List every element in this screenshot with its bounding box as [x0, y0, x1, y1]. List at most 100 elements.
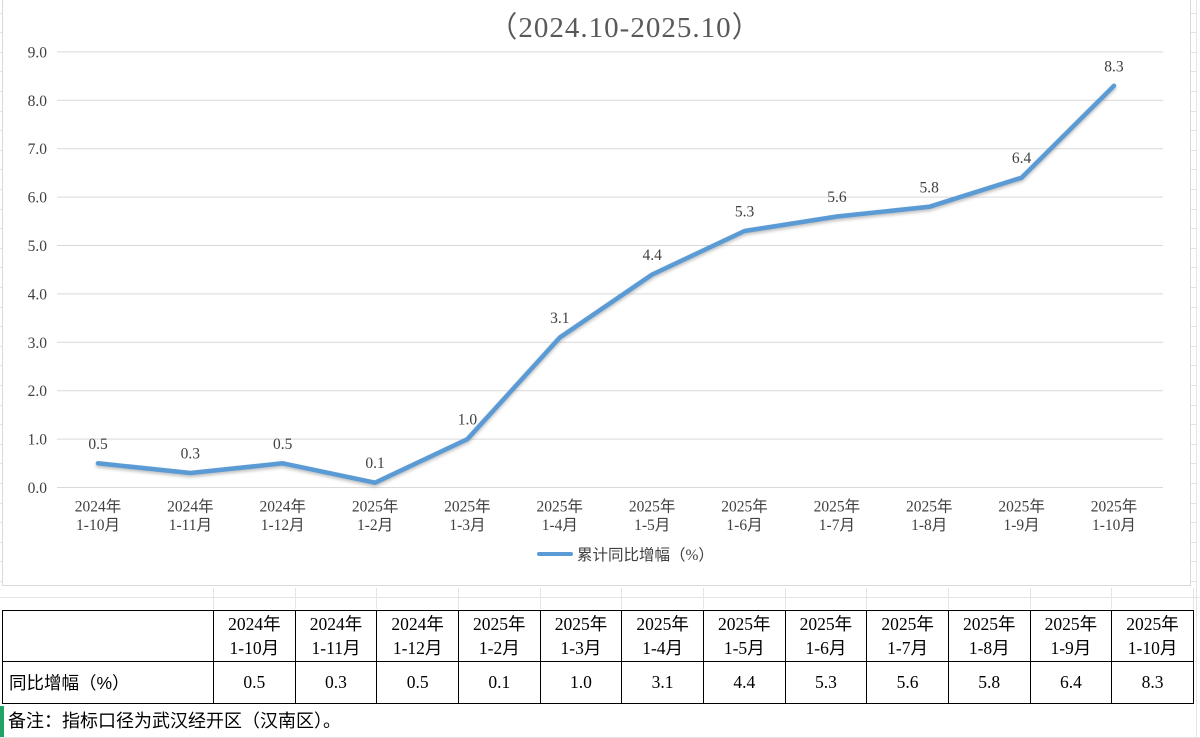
sheet-gridline [1191, 286, 1196, 288]
x-axis-label: 2024年 [75, 498, 122, 516]
sheet-gridline [0, 541, 2, 543]
chart-object[interactable]: （2024.10-2025.10） 0.0 1.0 2.0 3.0 4.0 5.0 6.0 7… [0, 0, 1200, 597]
sheet-gridline [0, 736, 1200, 738]
table-value-cell[interactable]: 3.1 [621, 661, 704, 704]
data-label: 0.5 [88, 436, 108, 453]
data-label: 1.0 [458, 412, 478, 429]
x-axis-label: 2024年 [259, 498, 306, 516]
data-label: 4.4 [642, 247, 662, 264]
table-header-cell[interactable]: 2025年 1-5月 [702, 610, 786, 662]
sheet-gridline [1191, 247, 1196, 249]
line-chart: 0.01.02.03.04.05.06.07.08.09.02024年1-10月… [28, 44, 1163, 534]
x-axis-label: 1-10月 [76, 517, 120, 534]
sheet-gridline [1191, 404, 1196, 406]
table-header-cell[interactable]: 2025年 1-9月 [1029, 610, 1113, 662]
table-corner-cell[interactable] [2, 610, 214, 662]
sheet-gridline [1029, 588, 1031, 609]
data-label: 0.3 [181, 445, 201, 462]
x-axis-label: 1-4月 [542, 517, 578, 534]
sheet-gridline [1191, 345, 1196, 347]
sheet-gridline [0, 522, 2, 524]
data-label: 8.3 [1104, 58, 1124, 75]
x-axis-label: 2025年 [1091, 498, 1138, 516]
table-header-row: 2024年 1-10月 2024年 1-11月 2024年 1-12月 2025年 1-2月 2… [2, 610, 1194, 662]
sheet-gridline [0, 502, 2, 504]
sheet-gridline [0, 424, 2, 426]
x-axis-label: 1-2月 [357, 517, 393, 534]
data-line [95, 83, 1117, 485]
table-value-cell[interactable]: 5.6 [866, 661, 949, 704]
sheet-gridline [0, 247, 2, 249]
sheet-gridline [0, 597, 1200, 598]
table-value-cell[interactable]: 0.5 [213, 661, 296, 704]
table-header-cell[interactable]: 2025年 1-3月 [539, 610, 623, 662]
table-header-cell[interactable]: 2024年 1-12月 [376, 610, 459, 662]
table-header-cell[interactable]: 2025年 1-8月 [947, 610, 1031, 662]
sheet-gridline [213, 588, 214, 609]
sheet-gridline [1191, 522, 1196, 524]
table-header-cell[interactable]: 2025年 1-10月 [1111, 610, 1194, 662]
sheet-gridline [0, 267, 2, 269]
chart-title: （2024.10-2025.10） [488, 12, 762, 44]
table-header-cell[interactable]: 2025年 1-4月 [621, 610, 704, 662]
table-value-cell[interactable]: 6.4 [1029, 661, 1113, 704]
note-accent-bar [0, 706, 4, 737]
table-header-cell[interactable]: 2025年 1-6月 [784, 610, 868, 662]
table-header-cell[interactable]: 2024年 1-10月 [213, 610, 296, 662]
table-value-cell[interactable]: 8.3 [1111, 661, 1194, 704]
note-row[interactable]: 备注：指标口径为武汉经开区（汉南区）。 [0, 706, 1200, 737]
data-label: 3.1 [550, 310, 569, 327]
sheet-gridline [1191, 384, 1196, 386]
sheet-gridline [0, 384, 2, 386]
table-value-cell[interactable]: 0.3 [294, 661, 378, 704]
table-value-row: 同比增幅（%） 0.5 0.3 0.5 0.1 1.0 3.1 4.4 5.3 5.6 5.8 6.… [2, 661, 1194, 704]
sheet-gridline [0, 561, 2, 563]
row-label-cell[interactable]: 同比增幅（%） [2, 661, 214, 704]
y-axis-label: 6.0 [28, 190, 48, 207]
sheet-gridline [703, 588, 704, 609]
x-axis-label: 2025年 [352, 498, 399, 516]
sheet-gridline [0, 110, 2, 112]
sheet-gridline [0, 228, 2, 230]
x-axis-label: 1-10月 [1092, 517, 1136, 534]
y-axis-label: 0.0 [28, 480, 48, 497]
chart-legend: 累计同比增幅（%） [537, 546, 714, 564]
table-value-cell[interactable]: 0.1 [457, 661, 541, 704]
sheet-gridline [621, 588, 623, 609]
sheet-gridline [948, 588, 949, 609]
y-axis-label: 2.0 [28, 383, 48, 400]
sheet-gridline [458, 588, 459, 609]
x-axis-label: 1-12月 [261, 517, 305, 534]
x-axis-label: 2025年 [629, 498, 676, 516]
table-value-cell[interactable]: 5.8 [947, 661, 1031, 704]
sheet-gridline [1191, 90, 1196, 92]
table-header-cell[interactable]: 2025年 1-2月 [457, 610, 541, 662]
legend-label: 累计同比增幅（%） [577, 547, 714, 564]
data-label: 0.5 [273, 436, 293, 453]
table-value-cell[interactable]: 5.3 [784, 661, 868, 704]
sheet-gridline [1191, 130, 1196, 132]
table-header-cell[interactable]: 2024年 1-11月 [294, 610, 378, 662]
sheet-gridline [0, 306, 2, 308]
sheet-gridline [1191, 208, 1196, 210]
sheet-gridline [1191, 580, 1196, 582]
table-value-cell[interactable]: 0.5 [376, 661, 459, 704]
data-label: 6.4 [1012, 150, 1032, 167]
y-axis-label: 3.0 [28, 335, 48, 352]
sheet-gridline [1193, 588, 1194, 609]
y-axis-label: 9.0 [28, 44, 48, 61]
sheet-gridline [1191, 443, 1196, 445]
sheet-gridline [1191, 228, 1196, 230]
table-value-cell[interactable]: 4.4 [702, 661, 786, 704]
sheet-gridline [0, 51, 2, 53]
data-table[interactable]: 2024年 1-10月 2024年 1-11月 2024年 1-12月 2025年 1-2月 2… [2, 610, 1194, 704]
sheet-gridline [1191, 326, 1196, 328]
y-axis-label: 7.0 [28, 141, 48, 158]
data-label: 5.8 [920, 179, 940, 196]
sheet-gridline [0, 365, 2, 367]
table-header-cell[interactable]: 2025年 1-7月 [866, 610, 949, 662]
sheet-gridline [0, 71, 2, 73]
table-value-cell[interactable]: 1.0 [539, 661, 623, 704]
sheet-gridline [294, 588, 296, 609]
